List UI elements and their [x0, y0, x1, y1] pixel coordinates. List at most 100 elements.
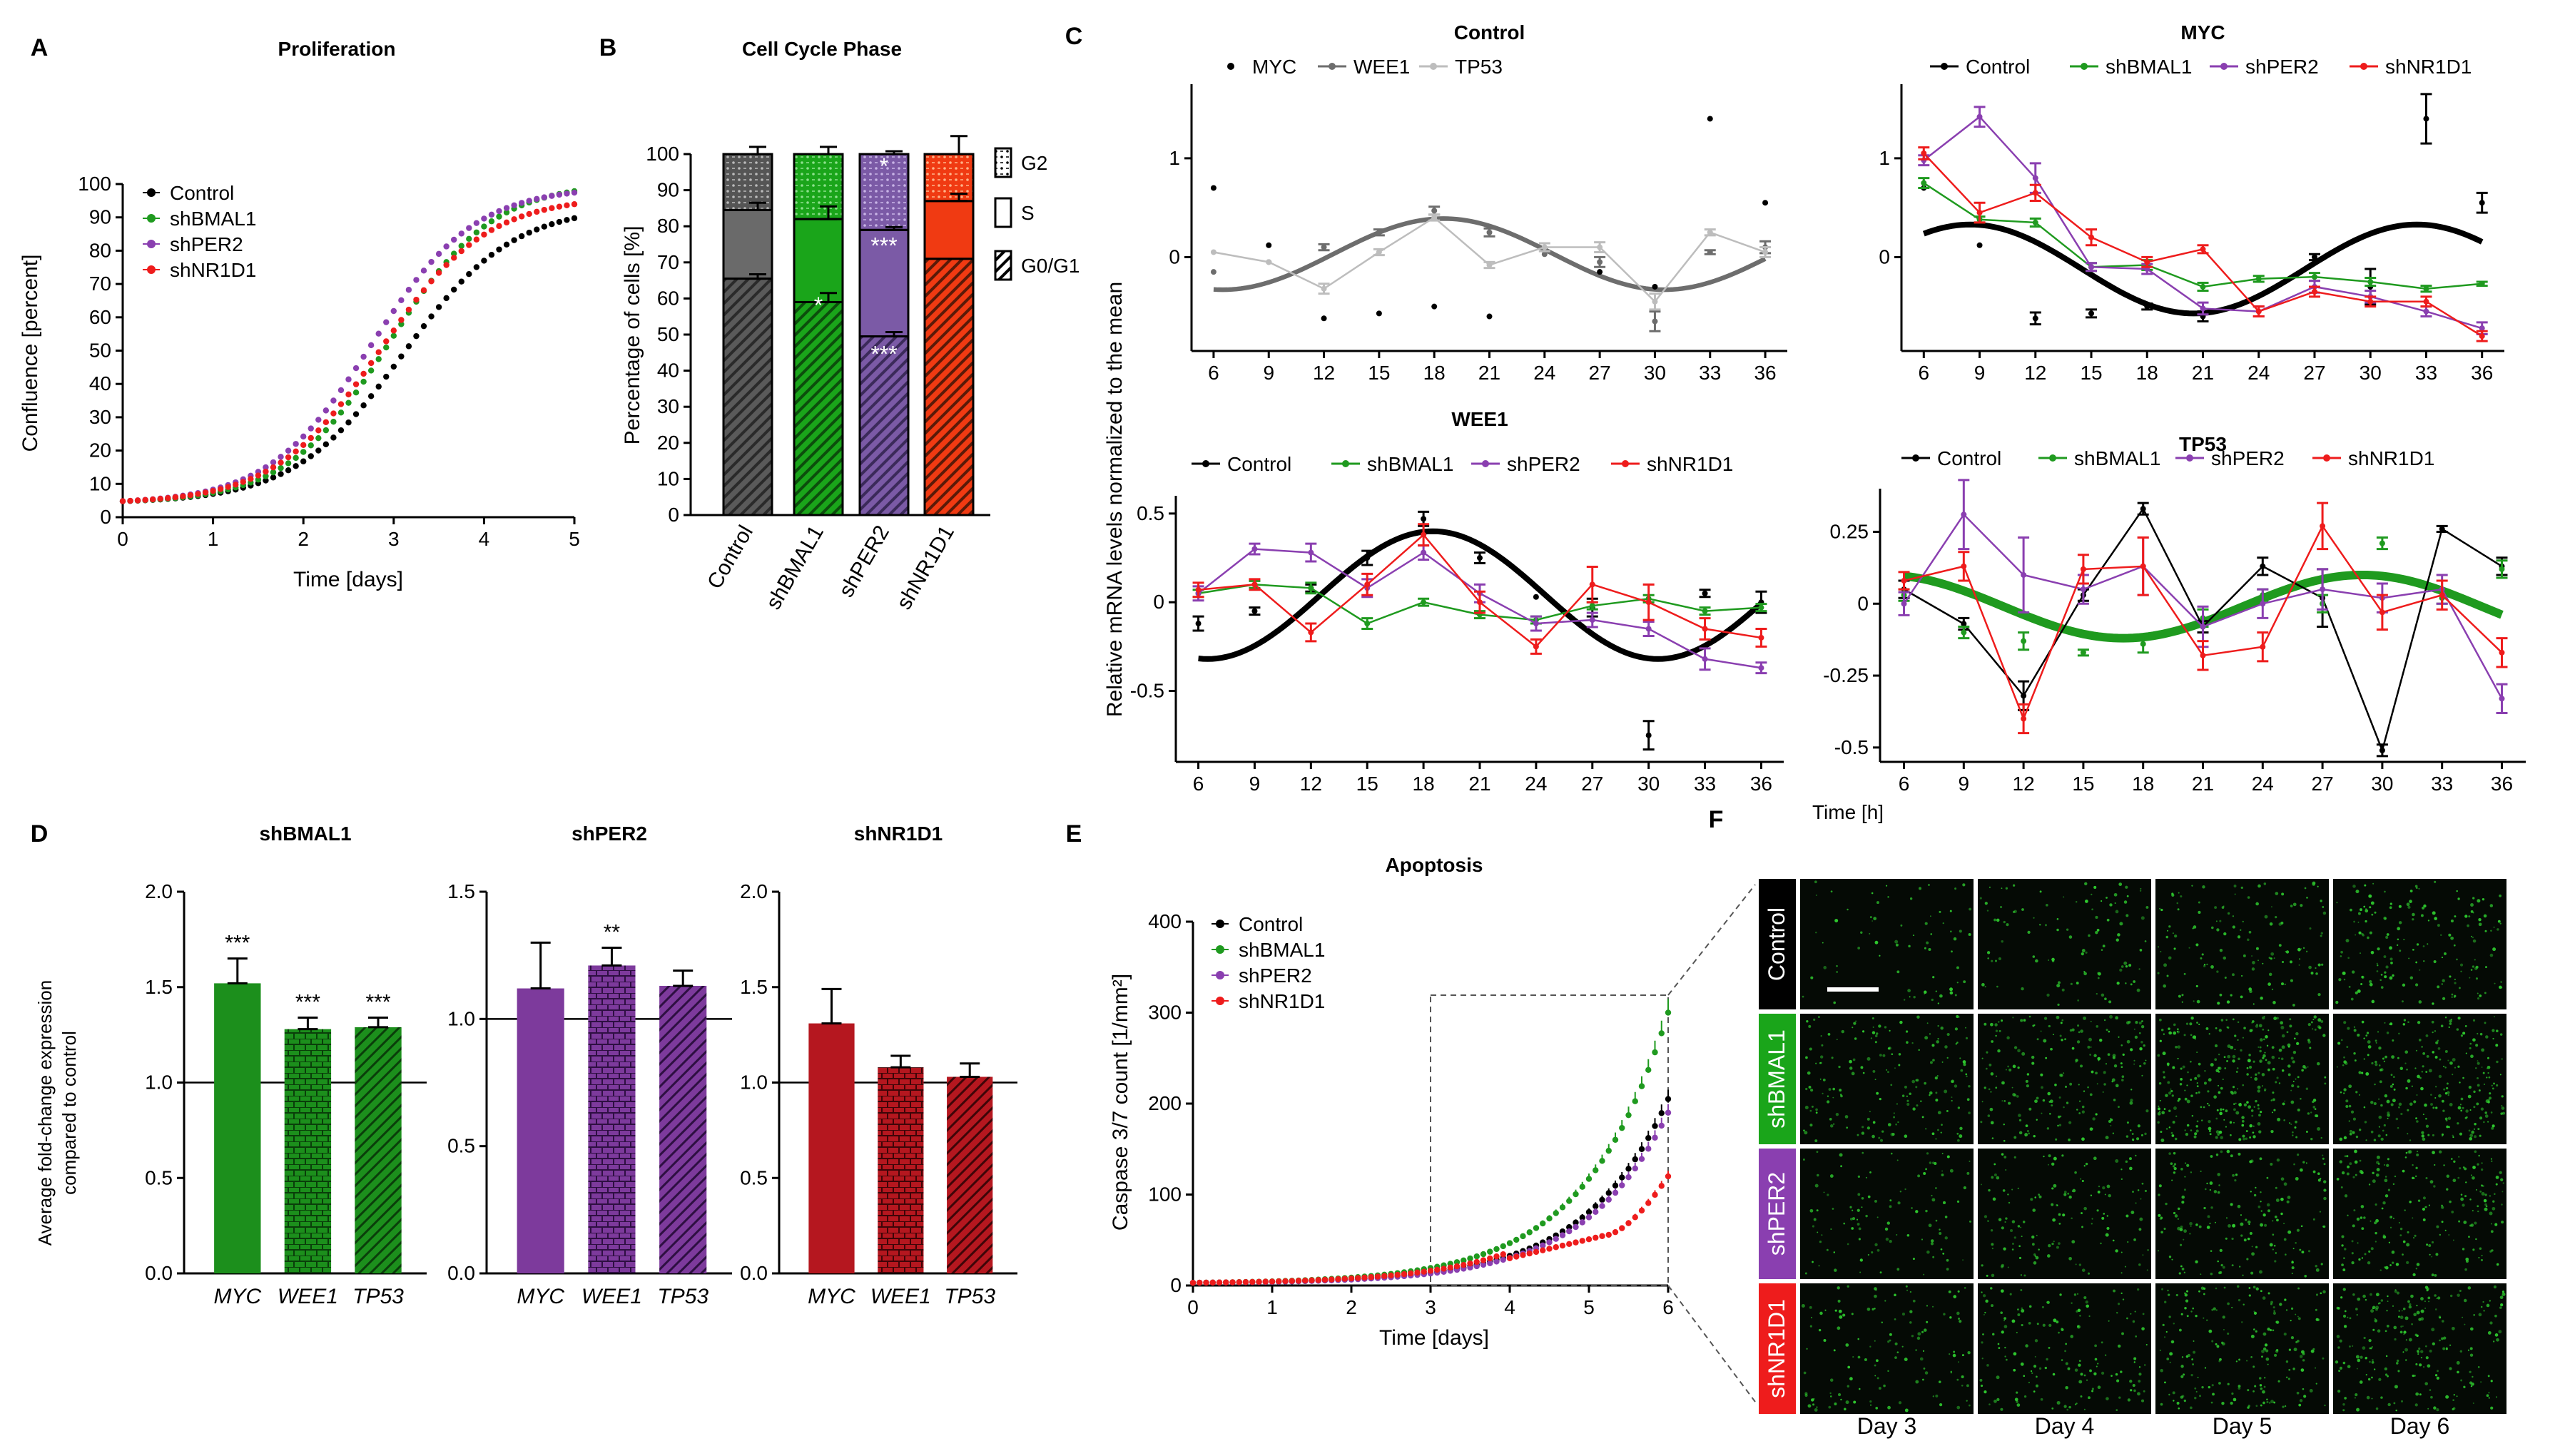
cell-dot	[1815, 1108, 1818, 1111]
cell-dot	[2240, 995, 2243, 999]
cell-dot	[2246, 1258, 2249, 1261]
cell-dot	[1869, 932, 1871, 935]
data-point-MYC	[1652, 283, 1658, 290]
x-tick-label: 12	[2013, 773, 2035, 795]
cell-dot	[2065, 1085, 2068, 1088]
cell-dot	[2427, 943, 2429, 945]
cell-dot	[2189, 1022, 2193, 1026]
cell-dot	[2159, 1349, 2161, 1351]
cell-dot	[2437, 1047, 2441, 1050]
y-tick-label: 300	[1148, 1002, 1182, 1024]
cell-dot	[2135, 1202, 2137, 1204]
x-tick-label: 27	[2312, 773, 2334, 795]
cell-dot	[2157, 972, 2160, 974]
significance-star: ***	[295, 991, 320, 1014]
cell-dot	[2420, 914, 2424, 917]
cell-dot	[2266, 1398, 2268, 1400]
cell-dot	[2227, 1054, 2231, 1059]
data-point-TP53	[1486, 262, 1493, 268]
cell-dot	[2032, 955, 2036, 958]
cell-dot	[2491, 1160, 2493, 1162]
cell-dot	[2121, 1075, 2125, 1078]
cell-dot	[1906, 1289, 1909, 1291]
data-point-shNR1D1	[263, 468, 269, 475]
cell-dot	[2292, 1248, 2295, 1250]
cell-dot	[1957, 1317, 1961, 1320]
x-tick-label-TP53: TP53	[657, 1285, 708, 1308]
data-point-TP53	[1652, 298, 1658, 305]
data-point-shPER2	[1540, 1242, 1546, 1249]
cell-dot	[2389, 1022, 2393, 1026]
cell-dot	[2272, 1091, 2275, 1094]
data-point-shPER2	[383, 319, 390, 325]
cell-dot	[2280, 1212, 2283, 1216]
cell-dot	[2003, 920, 2006, 924]
cell-dot	[2231, 1237, 2234, 1241]
cell-dot	[1836, 1039, 1838, 1041]
cell-dot	[2284, 983, 2286, 985]
cell-dot	[2088, 934, 2091, 937]
data-point-shBMAL1	[1589, 603, 1595, 609]
cell-dot	[2183, 1373, 2185, 1376]
cell-dot	[2492, 1087, 2494, 1090]
data-point-Control	[322, 441, 330, 448]
cell-dot	[2180, 1313, 2183, 1315]
cell-dot	[2418, 1039, 2422, 1042]
x-tick-label: 36	[2471, 362, 2493, 384]
cell-dot	[2168, 925, 2171, 928]
cell-dot	[2208, 1033, 2210, 1035]
bar-shBMAL1-TP53	[355, 1027, 402, 1273]
cell-dot	[2299, 1355, 2303, 1358]
cell-dot	[2493, 1285, 2497, 1289]
cell-dot	[2460, 1193, 2463, 1196]
cell-dot	[2158, 1082, 2162, 1085]
cell-dot	[2434, 1096, 2437, 1099]
cell-dot	[2479, 1032, 2483, 1036]
cell-dot	[2424, 1103, 2427, 1107]
cell-dot	[2387, 1295, 2389, 1298]
panel-letter-A: A	[31, 34, 49, 61]
cell-dot	[2489, 1096, 2492, 1100]
data-point-Control	[473, 264, 480, 270]
cell-dot	[2374, 1231, 2377, 1235]
data-point-shPER2	[1589, 617, 1595, 623]
cell-dot	[2409, 890, 2413, 892]
cell-dot	[2245, 1130, 2248, 1133]
cell-dot	[2027, 1130, 2029, 1132]
cell-dot	[2057, 1115, 2061, 1119]
chart-title-C2: MYC	[2180, 21, 2225, 44]
cell-dot	[2115, 1249, 2118, 1253]
cell-dot	[2172, 932, 2174, 935]
cell-dot	[1874, 1041, 1877, 1044]
cell-dot	[2043, 1017, 2048, 1020]
cell-dot	[1949, 910, 1952, 912]
cell-dot	[2071, 1190, 2073, 1192]
data-point-shNR1D1	[1256, 1278, 1262, 1286]
cell-dot	[2158, 1184, 2162, 1188]
cell-dot	[2449, 1344, 2452, 1346]
data-point-Control	[1645, 1135, 1652, 1141]
cell-dot	[2005, 1069, 2007, 1071]
cell-dot	[2283, 1223, 2285, 1225]
cell-dot	[2448, 1234, 2450, 1236]
cell-dot	[2125, 914, 2129, 917]
cell-dot	[2477, 1060, 2479, 1062]
cell-dot	[2258, 1114, 2261, 1117]
cell-dot	[2211, 1340, 2214, 1343]
cell-dot	[2472, 965, 2475, 968]
cell-dot	[2017, 1049, 2021, 1053]
cell-dot	[2021, 1308, 2025, 1313]
cell-dot	[1895, 1123, 1897, 1126]
cell-dot	[1982, 1294, 1986, 1298]
cell-dot	[2492, 1200, 2495, 1203]
cell-dot	[2473, 1314, 2475, 1316]
cell-dot	[2059, 1034, 2062, 1037]
cell-dot	[2243, 1303, 2245, 1305]
cell-dot	[1916, 1015, 1920, 1019]
cell-dot	[1855, 1020, 1857, 1022]
cell-dot	[2005, 1358, 2008, 1361]
cell-dot	[1987, 1114, 1991, 1117]
x-axis-label: Time [days]	[293, 568, 403, 591]
cell-dot	[2075, 1061, 2077, 1063]
cell-dot	[2307, 1022, 2311, 1027]
